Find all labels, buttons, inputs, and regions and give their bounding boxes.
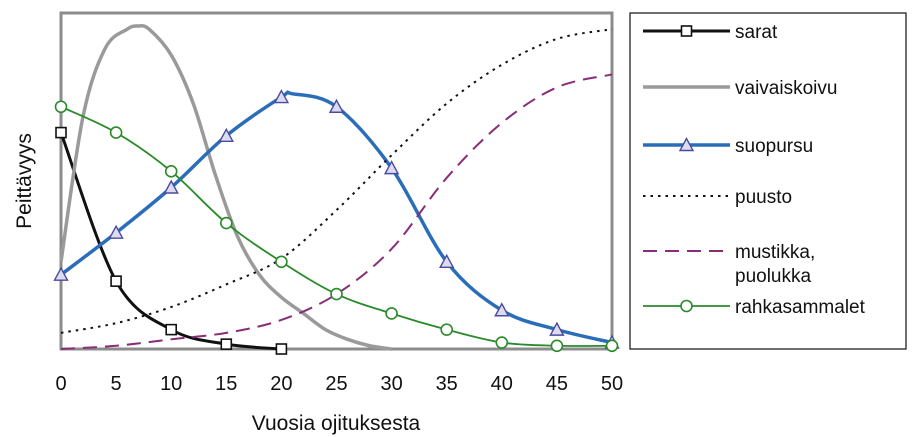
legend-entry: vaivaiskoivu — [643, 78, 837, 99]
data-point — [549, 321, 565, 336]
x-tick-label: 50 — [601, 373, 623, 395]
legend-marker — [678, 137, 695, 152]
data-point — [439, 253, 455, 268]
data-point — [165, 323, 177, 336]
data-point — [383, 160, 400, 175]
x-tick-label: 30 — [380, 373, 402, 395]
data-point — [605, 339, 619, 353]
data-point — [440, 323, 454, 336]
y-axis-title: Peittävyys — [13, 133, 36, 229]
series-rahkasammalet — [54, 100, 619, 353]
series-layer — [53, 23, 620, 355]
data-point — [108, 224, 124, 239]
legend-entry: rahkasammalet — [643, 297, 866, 318]
data-point — [54, 100, 68, 114]
data-point — [494, 302, 510, 317]
data-point — [53, 266, 69, 281]
data-point — [275, 343, 288, 355]
data-point — [495, 336, 509, 349]
x-tick-label: 0 — [55, 373, 66, 395]
x-tick-label: 45 — [546, 373, 568, 395]
legend-entry: puusto — [643, 187, 792, 208]
data-point — [164, 165, 178, 178]
x-tick-label: 15 — [215, 373, 237, 395]
x-tick-label: 5 — [111, 373, 122, 395]
legend-label: suopursu — [735, 136, 813, 157]
x-tick-label: 35 — [436, 373, 458, 395]
legend-entry: suopursu — [643, 136, 813, 157]
legend-label: puolukka — [735, 266, 811, 287]
data-point — [273, 89, 290, 104]
x-tick-label: 40 — [491, 373, 513, 395]
data-point — [55, 126, 67, 139]
legend-marker — [680, 25, 693, 37]
data-point — [110, 275, 122, 287]
legend-label: sarat — [735, 22, 778, 43]
series-mustikka-puolukka — [60, 73, 613, 350]
legend-label: rahkasammalet — [735, 297, 866, 318]
series-line — [59, 23, 392, 351]
legend-label: mustikka, — [735, 242, 815, 263]
series-line — [60, 73, 613, 350]
series-vaivaiskoivu — [59, 23, 392, 351]
legend-label: puusto — [735, 187, 792, 208]
series-sarat — [55, 126, 288, 355]
legend — [629, 12, 907, 350]
series-puusto — [60, 28, 613, 334]
x-tick-label: 10 — [160, 373, 182, 395]
data-point — [385, 307, 398, 320]
series-line — [60, 28, 613, 334]
series-line — [59, 132, 282, 351]
data-point — [220, 216, 233, 230]
data-point — [550, 339, 564, 353]
legend-entry: sarat — [643, 22, 778, 43]
data-point — [163, 179, 179, 194]
data-point — [109, 126, 123, 139]
x-tick-label: 25 — [325, 373, 347, 395]
legend-entry: mustikka, puolukka — [643, 242, 815, 287]
legend-label: vaivaiskoivu — [735, 78, 837, 99]
legend-items: sarat vaivaiskoivu suopursu puusto mustikka,… — [643, 22, 866, 318]
x-tick-label: 20 — [270, 373, 292, 395]
legend-marker — [680, 299, 693, 313]
data-point — [328, 98, 345, 113]
x-axis-title: Vuosia ojituksesta — [252, 412, 421, 435]
x-axis: 0 5 10 15 20 25 30 35 40 45 50 — [55, 373, 623, 395]
series-suopursu — [53, 89, 620, 349]
data-point — [330, 287, 343, 301]
data-point — [275, 255, 288, 269]
data-point — [220, 338, 233, 350]
data-point — [218, 127, 234, 143]
